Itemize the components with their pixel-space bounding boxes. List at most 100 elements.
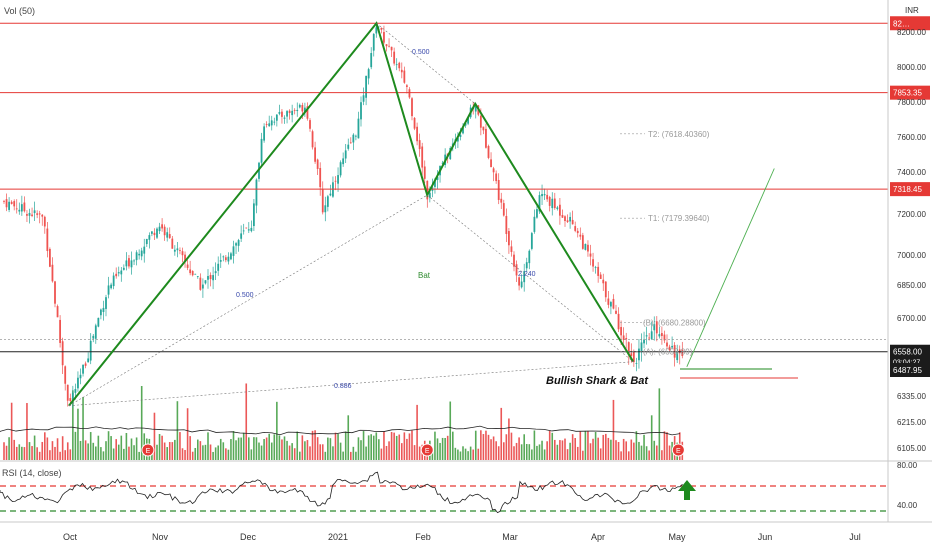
- pattern-ratio-label: 0.500: [236, 292, 254, 299]
- candle-body: [530, 233, 533, 249]
- black-price-badge: [890, 363, 930, 377]
- volume-bar: [219, 438, 222, 460]
- candle-body: [566, 220, 569, 223]
- volume-bar: [135, 437, 138, 460]
- volume-bar: [640, 445, 643, 460]
- candle-body: [479, 115, 482, 128]
- candle-body: [217, 263, 220, 271]
- volume-bar: [265, 437, 268, 460]
- candle-body: [625, 338, 628, 340]
- candle-body: [186, 264, 189, 268]
- candle-body: [559, 204, 561, 216]
- volume-bar: [648, 450, 650, 460]
- pattern-ratio-label: 2.240: [518, 271, 536, 278]
- time-tick-label: 2021: [328, 532, 348, 542]
- candle-body: [615, 310, 617, 314]
- candle-body: [541, 194, 543, 197]
- volume-bar: [171, 442, 174, 460]
- candle-body: [176, 248, 179, 251]
- volume-bar: [525, 444, 528, 460]
- candle-body: [502, 203, 505, 216]
- candle-body: [553, 198, 556, 209]
- candle-body: [622, 335, 625, 341]
- candle-body: [64, 366, 67, 384]
- candlesticks: [3, 23, 684, 408]
- volume-bar: [299, 451, 301, 460]
- volume-bar: [589, 443, 592, 460]
- volume-bar: [566, 449, 569, 460]
- candle-body: [8, 201, 10, 210]
- volume-bar: [492, 436, 495, 460]
- candle-body: [372, 33, 375, 51]
- candle-body: [212, 275, 214, 281]
- candle-body: [227, 256, 230, 262]
- volume-bar: [635, 431, 638, 460]
- candle-body: [349, 142, 352, 144]
- volume-bar: [431, 451, 434, 460]
- candle-body: [173, 249, 176, 252]
- volume-bar: [54, 446, 56, 460]
- volume-bar: [569, 442, 571, 460]
- volume-bar: [130, 438, 133, 460]
- volume-bar: [324, 451, 327, 460]
- volume-bar: [554, 439, 556, 460]
- volume-bar: [459, 451, 462, 460]
- candle-body: [337, 175, 339, 184]
- volume-bar: [273, 434, 276, 460]
- candle-body: [161, 224, 163, 229]
- candle-body: [589, 253, 592, 257]
- volume-bar: [13, 439, 15, 460]
- rsi-indicator-label[interactable]: RSI (14, close): [2, 468, 62, 478]
- volume-bar: [403, 432, 406, 460]
- volume-bar: [607, 437, 610, 460]
- volume-bar: [189, 436, 191, 460]
- volume-bar: [370, 434, 372, 460]
- volume-bar: [248, 437, 250, 460]
- candle-body: [474, 103, 477, 112]
- candle-body: [523, 271, 526, 283]
- volume-bar: [156, 444, 158, 460]
- volume-bar: [5, 445, 8, 460]
- volume-bar: [163, 442, 166, 460]
- volume-bar: [8, 437, 10, 460]
- volume-bar: [408, 433, 411, 460]
- candle-body: [240, 233, 243, 239]
- volume-bar: [533, 430, 536, 460]
- candle-body: [232, 246, 235, 256]
- candle-body: [82, 364, 84, 374]
- candle-body: [222, 256, 225, 258]
- candle-body: [492, 168, 495, 173]
- volume-bar: [602, 434, 605, 460]
- volume-indicator-label[interactable]: Vol (50): [4, 6, 35, 16]
- volume-bar: [222, 442, 225, 460]
- volume-bar: [242, 432, 245, 460]
- candle-body: [661, 333, 663, 337]
- candle-body: [561, 214, 564, 218]
- volume-bar: [64, 450, 66, 460]
- candle-body: [314, 147, 316, 162]
- volume-bar: [15, 446, 18, 460]
- volume-bar: [503, 442, 505, 460]
- volume-bar: [638, 441, 640, 460]
- volume-bar: [633, 442, 635, 460]
- candle-body: [153, 232, 156, 236]
- candle-body: [263, 126, 265, 141]
- rsi-line: [0, 471, 683, 514]
- target-label: T1: (7179.39640): [648, 214, 710, 223]
- volume-bar: [225, 448, 227, 460]
- volume-bar: [497, 446, 500, 460]
- volume-bar: [487, 434, 490, 460]
- volume-bar: [110, 436, 112, 460]
- candle-body: [209, 274, 212, 280]
- candle-body: [347, 144, 350, 149]
- volume-bar: [79, 440, 82, 460]
- candle-body: [681, 349, 684, 356]
- volume-bar: [97, 435, 100, 460]
- volume-bar: [69, 449, 72, 460]
- volume-bar: [168, 442, 171, 460]
- price-label-badge: [890, 85, 930, 100]
- candle-body: [329, 193, 332, 196]
- candle-body: [375, 27, 378, 34]
